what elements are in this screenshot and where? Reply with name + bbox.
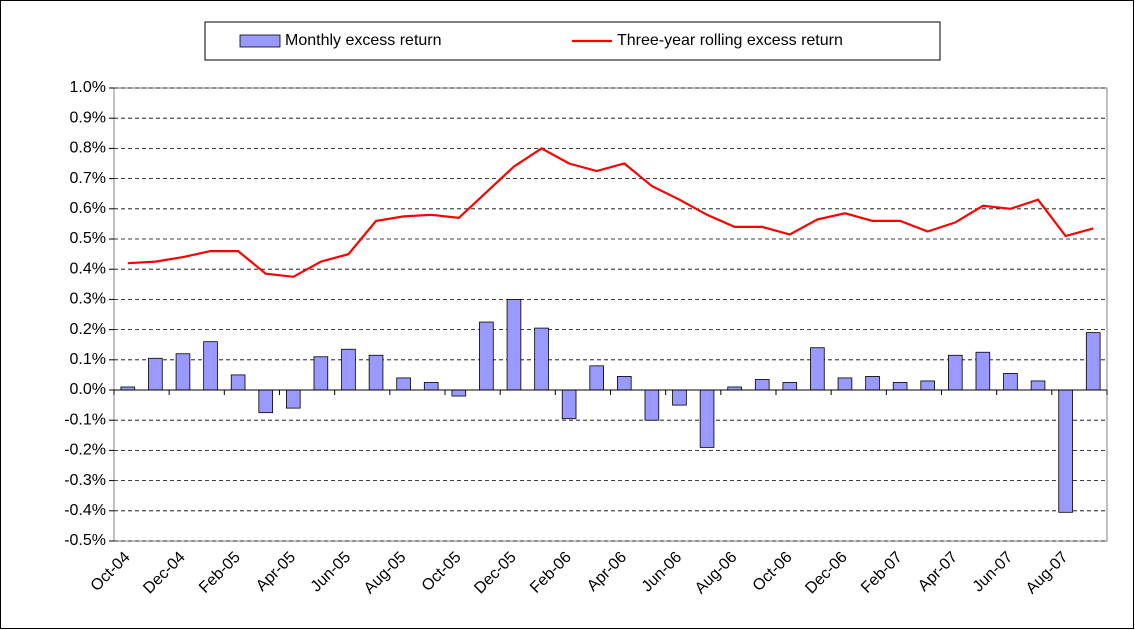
- y-tick-label: 0.8%: [70, 140, 106, 157]
- bar: [616, 376, 632, 391]
- bar: [782, 382, 798, 391]
- legend-swatch: [239, 34, 281, 48]
- bar: [561, 389, 577, 420]
- bar: [865, 376, 880, 391]
- bar: [892, 382, 908, 391]
- bar: [203, 341, 218, 391]
- bar: [451, 389, 467, 397]
- y-tick-label: 0.6%: [70, 200, 106, 217]
- bar: [754, 379, 770, 391]
- bar: [506, 298, 522, 391]
- bar: [341, 348, 356, 391]
- bar: [1085, 332, 1101, 391]
- bar: [920, 380, 936, 391]
- bar: [534, 327, 549, 391]
- legend-label: Monthly excess return: [285, 32, 442, 49]
- bar: [975, 351, 991, 391]
- legend-label: Three-year rolling excess return: [617, 32, 843, 49]
- bar: [1030, 380, 1046, 391]
- bar: [644, 389, 660, 421]
- bar: [396, 377, 411, 391]
- y-tick-label: -0.2%: [64, 442, 106, 459]
- y-tick-label: 0.7%: [70, 170, 106, 187]
- bar: [148, 357, 163, 391]
- y-tick-label: 0.1%: [70, 351, 106, 368]
- plot-area: [113, 87, 1108, 542]
- bar: [1003, 372, 1018, 391]
- y-tick-label: -0.5%: [64, 532, 106, 549]
- y-tick-label: 0.5%: [70, 230, 106, 247]
- bar: [285, 389, 301, 409]
- y-tick-label: 0.4%: [70, 260, 106, 277]
- y-tick-label: -0.3%: [64, 472, 106, 489]
- y-tick-label: 0.9%: [70, 109, 106, 126]
- bar: [175, 353, 191, 391]
- bar: [1058, 389, 1073, 513]
- bar: [479, 321, 494, 391]
- bar: [313, 356, 329, 391]
- bar: [368, 354, 384, 391]
- bar: [672, 389, 687, 406]
- y-tick-label: 0.2%: [70, 321, 106, 338]
- y-tick-label: 1.0%: [70, 79, 106, 96]
- bar: [230, 374, 246, 391]
- y-tick-label: 0.0%: [70, 381, 106, 398]
- line-series: [127, 147, 1094, 278]
- y-tick-label: -0.4%: [64, 502, 106, 519]
- bar: [589, 365, 605, 391]
- bar: [810, 347, 825, 391]
- bar: [947, 354, 963, 391]
- y-tick-label: -0.1%: [64, 411, 106, 428]
- bar: [837, 377, 853, 391]
- y-tick-label: 0.3%: [70, 291, 106, 308]
- bar: [699, 389, 715, 448]
- bar: [258, 389, 274, 414]
- bar: [423, 382, 439, 391]
